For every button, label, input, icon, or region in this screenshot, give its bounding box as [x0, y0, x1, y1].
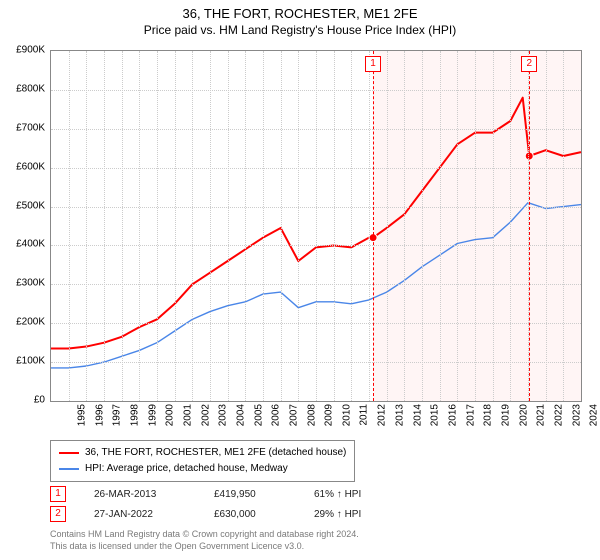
footer-line-2: This data is licensed under the Open Gov… [50, 540, 359, 552]
y-tick-label: £800K [0, 83, 45, 94]
x-tick-label: 2023 [571, 404, 582, 426]
x-tick-label: 2022 [553, 404, 564, 426]
legend-item: HPI: Average price, detached house, Medw… [59, 461, 346, 477]
x-tick-label: 1999 [147, 404, 158, 426]
sale-price: £630,000 [214, 509, 314, 520]
x-tick-label: 2000 [165, 404, 176, 426]
gridline-v [546, 51, 547, 401]
sales-table: 1 26-MAR-2013£419,95061% ↑ HPI 2 27-JAN-202… [50, 484, 434, 524]
x-tick-label: 2011 [358, 404, 369, 426]
x-tick-label: 1995 [76, 404, 87, 426]
legend-item: 36, THE FORT, ROCHESTER, ME1 2FE (detach… [59, 445, 346, 461]
gridline-v [86, 51, 87, 401]
x-tick-label: 2012 [377, 404, 388, 426]
gridline-v [404, 51, 405, 401]
gridline-v [139, 51, 140, 401]
event-line [529, 51, 530, 401]
y-tick-label: £200K [0, 317, 45, 328]
sale-date: 26-MAR-2013 [94, 489, 214, 500]
x-tick-label: 2001 [182, 404, 193, 426]
x-tick-label: 2009 [324, 404, 335, 426]
gridline-v [563, 51, 564, 401]
x-tick-label: 2021 [536, 404, 547, 426]
chart-title: 36, THE FORT, ROCHESTER, ME1 2FE [0, 0, 600, 21]
gridline-v [387, 51, 388, 401]
sale-index-box: 2 [50, 506, 66, 522]
sale-change: 29% ↑ HPI [314, 509, 434, 520]
sale-index-box: 1 [50, 486, 66, 502]
x-tick-label: 2013 [394, 404, 405, 426]
y-tick-label: £400K [0, 239, 45, 250]
gridline-v [316, 51, 317, 401]
gridline-v [228, 51, 229, 401]
y-tick-label: £300K [0, 278, 45, 289]
gridline-v [122, 51, 123, 401]
x-tick-label: 2003 [218, 404, 229, 426]
x-tick-label: 2010 [341, 404, 352, 426]
legend-label: HPI: Average price, detached house, Medw… [85, 461, 288, 477]
x-tick-label: 2016 [447, 404, 458, 426]
gridline-v [263, 51, 264, 401]
footer-attribution: Contains HM Land Registry data © Crown c… [50, 528, 359, 552]
gridline-v [475, 51, 476, 401]
gridline-v [104, 51, 105, 401]
y-tick-label: £0 [0, 395, 45, 406]
gridline-v [210, 51, 211, 401]
sale-date: 27-JAN-2022 [94, 509, 214, 520]
y-tick-label: £100K [0, 356, 45, 367]
plot-area [50, 50, 582, 402]
y-tick-label: £700K [0, 122, 45, 133]
gridline-v [493, 51, 494, 401]
x-tick-label: 2018 [483, 404, 494, 426]
y-tick-label: £500K [0, 200, 45, 211]
sale-row: 2 27-JAN-2022£630,00029% ↑ HPI [50, 504, 434, 524]
event-marker: 1 [365, 56, 381, 72]
gridline-v [369, 51, 370, 401]
x-tick-label: 2008 [306, 404, 317, 426]
gridline-v [351, 51, 352, 401]
chart-subtitle: Price paid vs. HM Land Registry's House … [0, 21, 600, 37]
x-tick-label: 2024 [589, 404, 600, 426]
gridline-v [281, 51, 282, 401]
gridline-v [245, 51, 246, 401]
x-tick-label: 2014 [412, 404, 423, 426]
sale-row: 1 26-MAR-2013£419,95061% ↑ HPI [50, 484, 434, 504]
gridline-v [175, 51, 176, 401]
legend-swatch [59, 468, 79, 470]
gridline-v [422, 51, 423, 401]
x-tick-label: 2002 [200, 404, 211, 426]
x-tick-label: 2019 [500, 404, 511, 426]
event-line [373, 51, 374, 401]
legend-swatch [59, 452, 79, 454]
sale-price: £419,950 [214, 489, 314, 500]
x-tick-label: 2005 [253, 404, 264, 426]
x-tick-label: 1996 [94, 404, 105, 426]
x-tick-label: 2007 [288, 404, 299, 426]
sale-change: 61% ↑ HPI [314, 489, 434, 500]
gridline-v [510, 51, 511, 401]
event-marker: 2 [521, 56, 537, 72]
x-tick-label: 2004 [235, 404, 246, 426]
gridline-v [157, 51, 158, 401]
x-tick-label: 2020 [518, 404, 529, 426]
gridline-v [334, 51, 335, 401]
x-tick-label: 2017 [465, 404, 476, 426]
x-tick-label: 2006 [271, 404, 282, 426]
y-tick-label: £600K [0, 161, 45, 172]
x-tick-label: 2015 [430, 404, 441, 426]
gridline-v [192, 51, 193, 401]
y-tick-label: £900K [0, 45, 45, 56]
gridline-v [69, 51, 70, 401]
gridline-v [440, 51, 441, 401]
legend: 36, THE FORT, ROCHESTER, ME1 2FE (detach… [50, 440, 355, 482]
x-tick-label: 1998 [129, 404, 140, 426]
x-tick-label: 1997 [112, 404, 123, 426]
gridline-v [298, 51, 299, 401]
legend-label: 36, THE FORT, ROCHESTER, ME1 2FE (detach… [85, 445, 346, 461]
gridline-v [457, 51, 458, 401]
chart-container: 36, THE FORT, ROCHESTER, ME1 2FE Price p… [0, 0, 600, 560]
footer-line-1: Contains HM Land Registry data © Crown c… [50, 528, 359, 540]
